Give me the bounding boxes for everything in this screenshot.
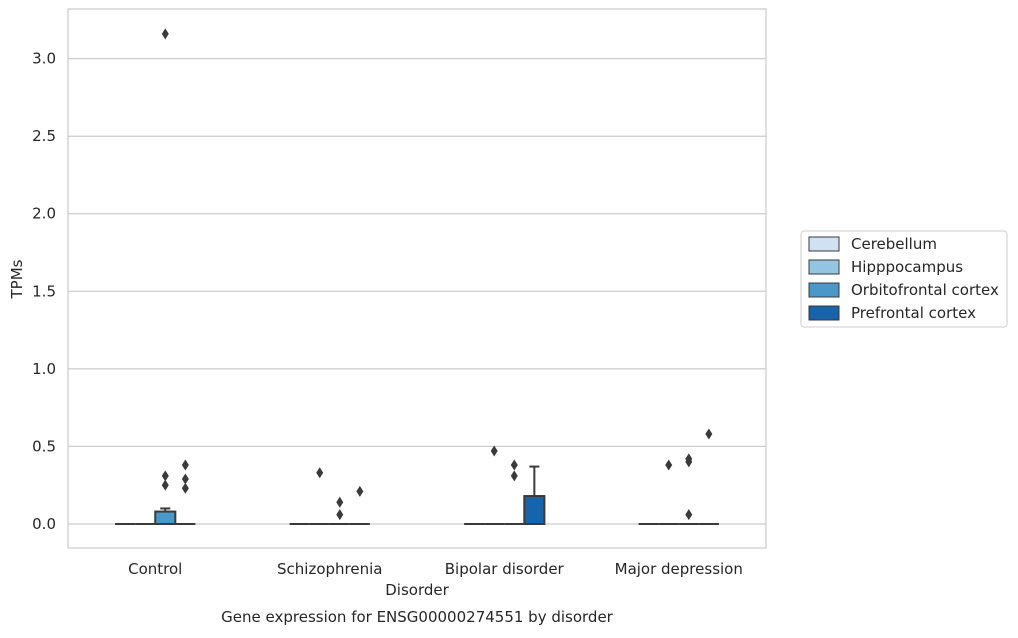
outlier-point — [161, 479, 169, 491]
legend: Cerebellum Hipppocampus Orbitofrontal cort… — [800, 230, 1008, 328]
box-orbitofrontal-cortex — [329, 496, 350, 525]
x-tick-label: Schizophrenia — [277, 560, 382, 578]
box-orbitofrontal-cortex — [504, 459, 525, 525]
box-body — [154, 510, 177, 525]
outlier-point — [356, 485, 364, 497]
box-hipppocampus — [309, 467, 330, 525]
legend-swatch — [808, 305, 840, 321]
legend-label: Cerebellum — [851, 235, 937, 253]
x-tick-labels: Control Schizophrenia Bipolar disorder Majo… — [128, 560, 743, 578]
outlier-point — [665, 459, 673, 471]
box-prefrontal-cortex — [349, 485, 370, 525]
box-prefrontal-cortex — [523, 465, 546, 525]
y-axis-label: TPMs — [8, 259, 26, 299]
outlier-point — [161, 470, 169, 482]
plot-background — [68, 9, 766, 548]
outlier-point — [510, 459, 518, 471]
x-tick-label: Bipolar disorder — [445, 560, 565, 578]
outlier-point — [685, 456, 693, 468]
outlier-point — [181, 473, 189, 485]
x-tick-label: Control — [128, 560, 182, 578]
legend-label: Hipppocampus — [851, 258, 963, 276]
y-tick-label: 1.0 — [32, 360, 56, 378]
outlier-point — [705, 428, 713, 440]
legend-label: Orbitofrontal cortex — [851, 281, 999, 299]
y-tick-label: 1.5 — [32, 282, 56, 300]
outlier-point — [161, 28, 169, 40]
outlier-point — [181, 482, 189, 494]
outlier-point — [336, 509, 344, 521]
y-tick-label: 2.5 — [32, 127, 56, 145]
legend-swatch — [808, 259, 840, 275]
legend-frame — [800, 230, 1008, 328]
box-marks — [115, 28, 719, 525]
box-hipppocampus — [484, 445, 505, 525]
box-hipppocampus — [658, 459, 679, 525]
outlier-point — [685, 509, 693, 521]
box-prefrontal-cortex — [698, 428, 719, 525]
outlier-point — [316, 467, 324, 479]
chart-caption: Gene expression for ENSG00000274551 by d… — [221, 608, 614, 626]
box-orbitofrontal-cortex — [154, 28, 177, 525]
outlier-point — [490, 445, 498, 457]
plot-frame — [67, 8, 767, 549]
legend-swatch — [808, 236, 840, 252]
y-tick-label: 0.0 — [32, 515, 56, 533]
box-body — [523, 495, 546, 525]
x-axis-label: Disorder — [385, 581, 449, 599]
y-tick-label: 2.0 — [32, 205, 56, 223]
y-tick-labels: 0.0 0.5 1.0 1.5 2.0 2.5 3.0 — [32, 50, 56, 533]
y-tick-label: 0.5 — [32, 437, 56, 455]
outlier-point — [181, 459, 189, 471]
outlier-point — [510, 470, 518, 482]
y-tick-label: 3.0 — [32, 50, 56, 68]
legend-swatch — [808, 282, 840, 298]
outlier-point — [336, 496, 344, 508]
box-orbitofrontal-cortex — [678, 453, 699, 525]
legend-label: Prefrontal cortex — [851, 304, 976, 322]
box-prefrontal-cortex — [175, 459, 196, 525]
grid-lines — [68, 58, 766, 525]
x-tick-label: Major depression — [615, 560, 743, 578]
